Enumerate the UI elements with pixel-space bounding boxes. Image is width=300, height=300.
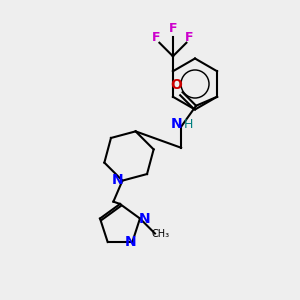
Text: N: N [171, 117, 182, 131]
Text: H: H [184, 118, 193, 131]
Text: CH₃: CH₃ [152, 229, 170, 238]
Text: N: N [112, 172, 124, 187]
Text: O: O [171, 78, 182, 92]
Text: N: N [125, 236, 137, 250]
Text: F: F [152, 31, 161, 44]
Text: N: N [139, 212, 150, 226]
Text: F: F [185, 31, 194, 44]
Text: F: F [169, 22, 177, 35]
